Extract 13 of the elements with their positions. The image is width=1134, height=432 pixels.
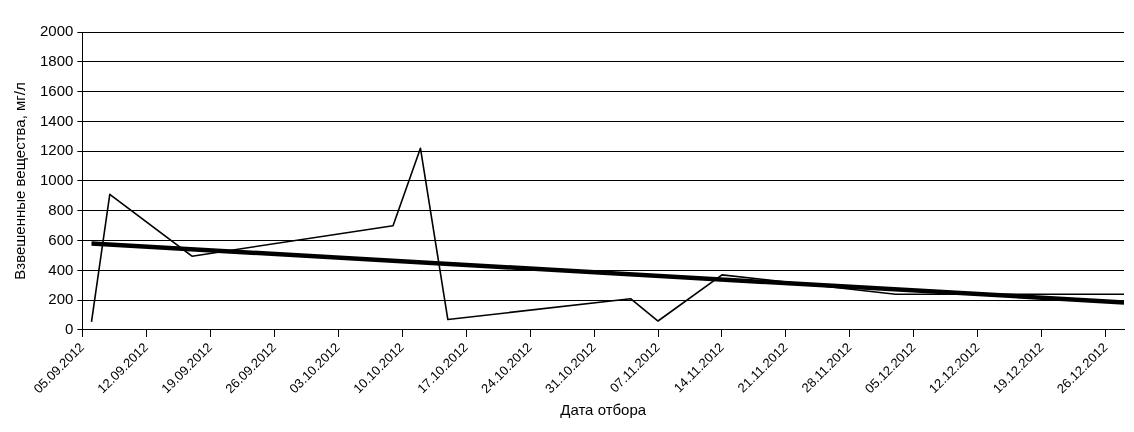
y-tick-label: 400: [48, 260, 74, 278]
y-tick-label: 200: [48, 290, 74, 308]
x-axis-title: Дата отбора: [560, 401, 647, 419]
y-tick-label: 800: [48, 200, 74, 218]
y-axis-title: Взвешенные вещества, мг/л: [11, 82, 29, 280]
y-tick-label: 0: [65, 320, 74, 338]
y-tick-label: 1600: [39, 81, 74, 99]
y-tick-label: 1400: [39, 111, 74, 129]
y-tick-label: 1800: [39, 51, 74, 69]
y-tick-label: 2000: [39, 22, 74, 40]
y-tick-label: 1200: [39, 141, 74, 159]
y-tick-label: 1000: [39, 171, 74, 189]
y-tick-label: 600: [48, 230, 74, 248]
